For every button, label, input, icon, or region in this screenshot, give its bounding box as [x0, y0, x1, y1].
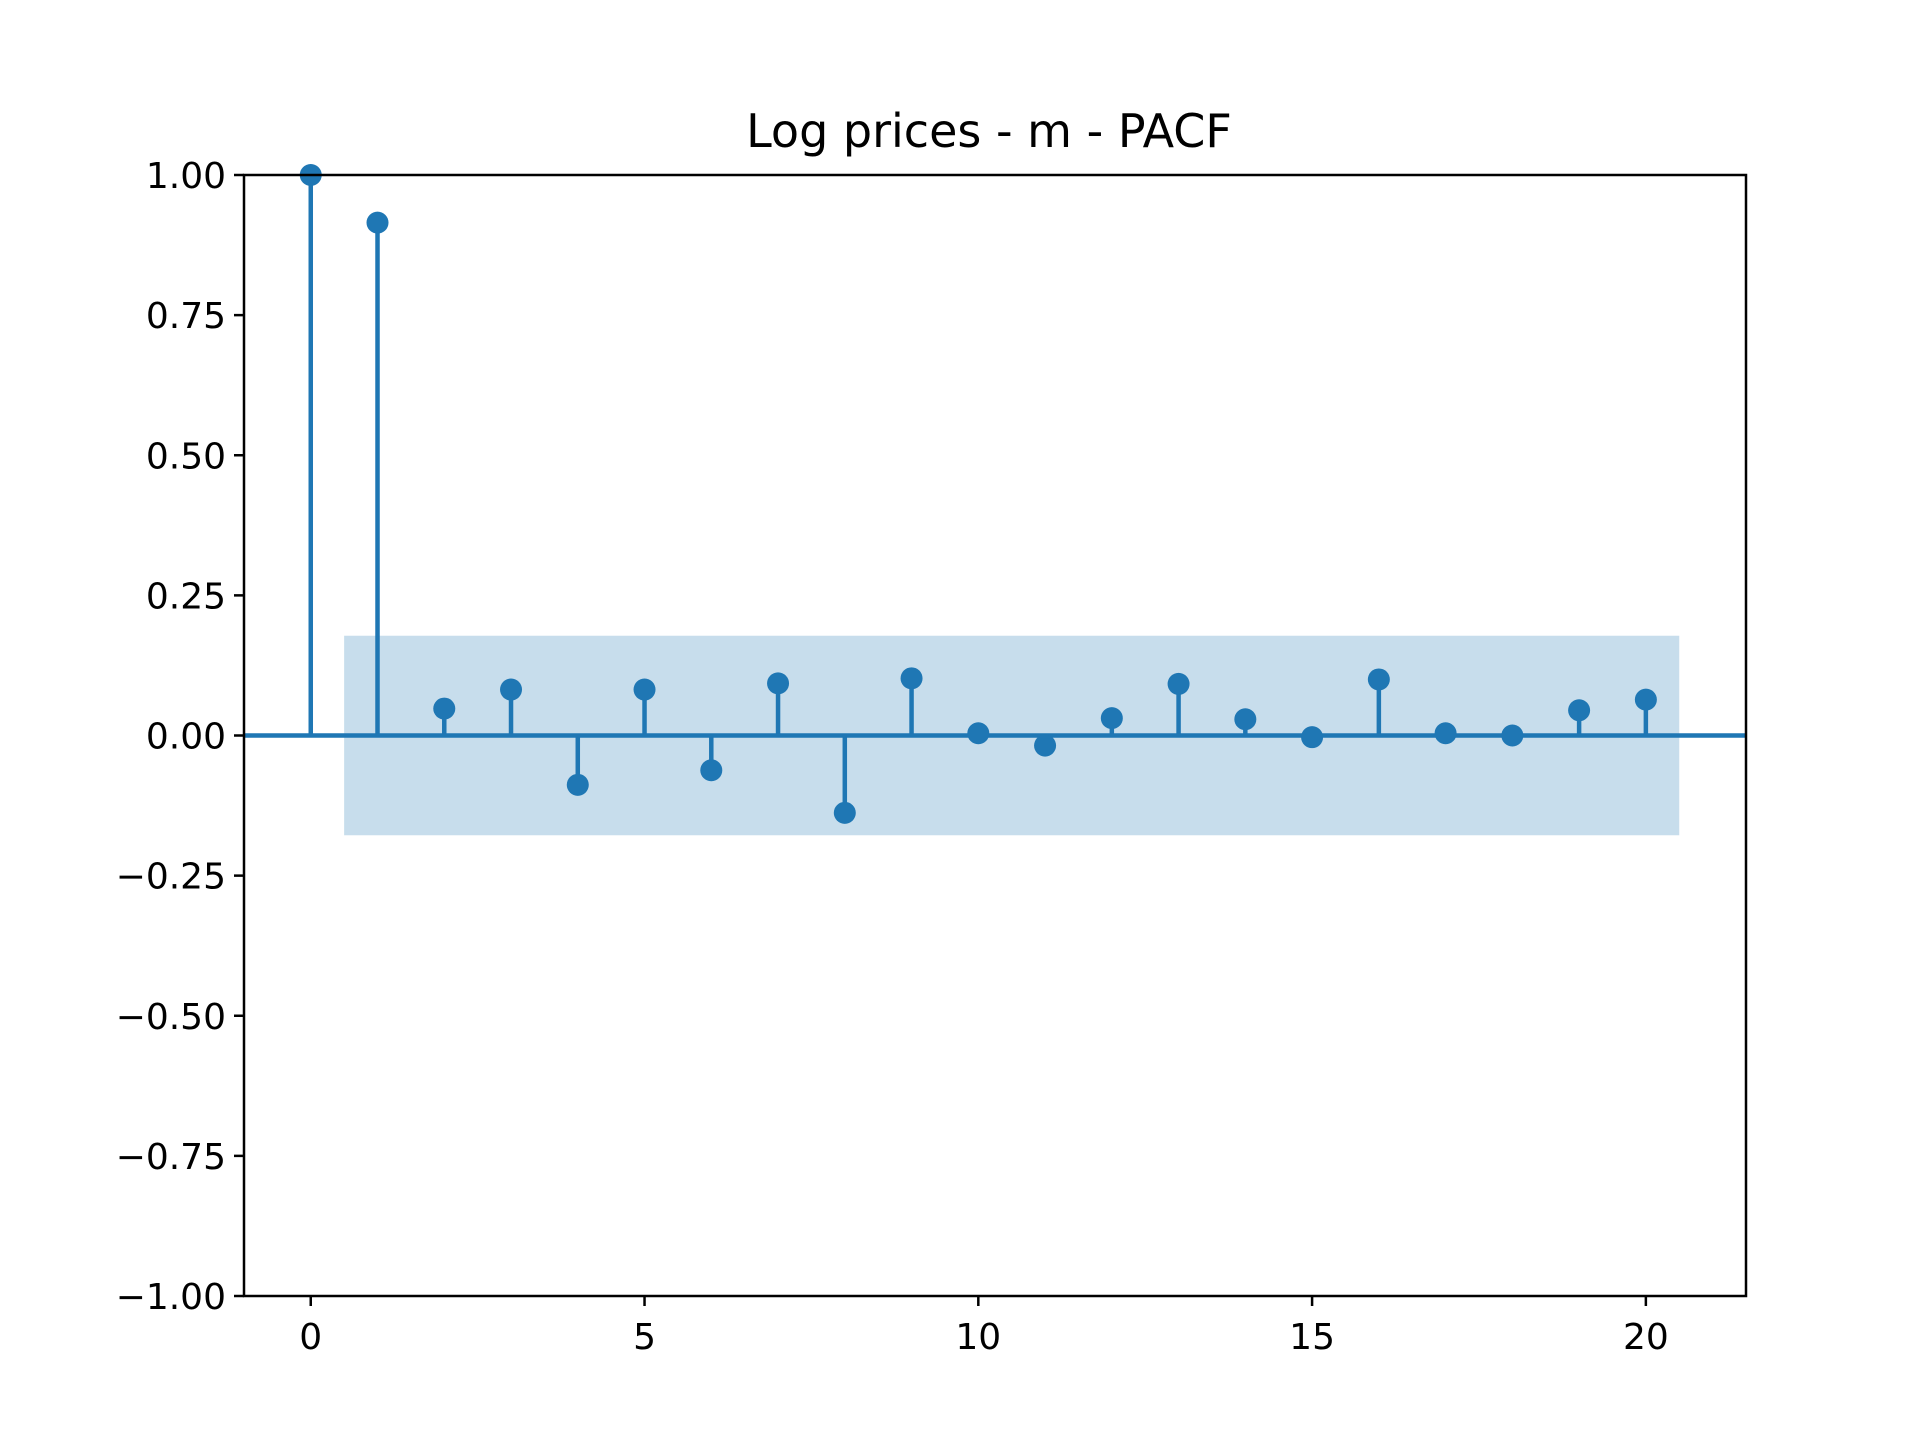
y-tick-label-0: 1.00 — [146, 156, 226, 197]
x-tick-label-10: 10 — [955, 1317, 1001, 1358]
marker-lag-17 — [1434, 722, 1457, 745]
y-tick-label-3: 0.25 — [146, 576, 226, 617]
marker-lag-11 — [1034, 734, 1057, 757]
y-tick-label-8: −1.00 — [116, 1277, 226, 1318]
marker-lag-6 — [700, 759, 723, 782]
marker-lag-14 — [1234, 708, 1257, 731]
y-tick-label-6: −0.50 — [116, 997, 226, 1038]
marker-lag-12 — [1100, 707, 1123, 730]
y-tick-label-5: −0.25 — [116, 857, 226, 898]
x-tick-label-5: 5 — [633, 1317, 656, 1358]
plot-area: 0 5 10 15 20 1.00 0.75 0.50 0.25 0.00 −0.25 −0.50 −0… — [116, 156, 1748, 1358]
marker-lag-20 — [1634, 688, 1657, 711]
marker-lag-10 — [967, 722, 990, 745]
marker-lag-1 — [366, 211, 389, 234]
x-tick-label-0: 0 — [299, 1317, 322, 1358]
y-tick-label-1: 0.75 — [146, 296, 226, 337]
marker-lag-18 — [1501, 724, 1524, 747]
y-tick-label-7: −0.75 — [116, 1137, 226, 1178]
x-tick-label-15: 15 — [1289, 1317, 1335, 1358]
marker-lag-3 — [500, 678, 523, 701]
y-tick-label-4: 0.00 — [146, 717, 226, 758]
marker-lag-8 — [833, 801, 856, 824]
marker-lag-13 — [1167, 672, 1190, 695]
marker-lag-2 — [433, 697, 456, 720]
marker-lag-16 — [1367, 668, 1390, 691]
x-tick-label-20: 20 — [1623, 1317, 1669, 1358]
marker-lag-15 — [1301, 726, 1324, 749]
marker-lag-19 — [1568, 699, 1591, 722]
chart-title: Log prices - m - PACF — [746, 104, 1232, 158]
marker-lag-5 — [633, 678, 656, 701]
marker-lag-7 — [767, 672, 790, 695]
marker-lag-9 — [900, 667, 923, 690]
y-tick-label-2: 0.50 — [146, 436, 226, 477]
marker-lag-4 — [566, 773, 589, 796]
